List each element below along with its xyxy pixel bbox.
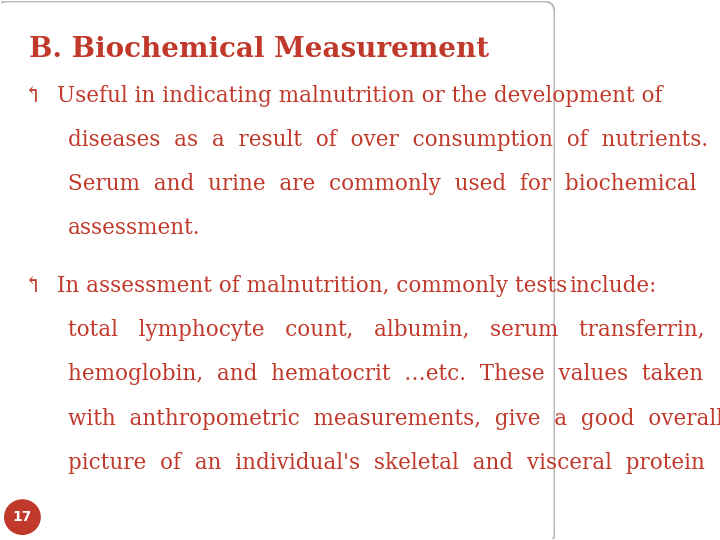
Circle shape bbox=[5, 500, 40, 534]
Text: assessment.: assessment. bbox=[68, 218, 200, 239]
Text: Serum  and  urine  are  commonly  used  for  biochemical: Serum and urine are commonly used for bi… bbox=[68, 173, 696, 195]
Text: diseases  as  a  result  of  over  consumption  of  nutrients.: diseases as a result of over consumption… bbox=[68, 129, 708, 151]
Text: 17: 17 bbox=[13, 510, 32, 524]
Text: In assessment of malnutrition, commonly tests: In assessment of malnutrition, commonly … bbox=[57, 275, 574, 298]
Text: total   lymphocyte   count,   albumin,   serum   transferrin,: total lymphocyte count, albumin, serum t… bbox=[68, 320, 704, 341]
Text: Useful in indicating malnutrition or the development of: Useful in indicating malnutrition or the… bbox=[57, 85, 662, 107]
Text: include:: include: bbox=[570, 275, 657, 298]
Text: hemoglobin,  and  hematocrit  …etc.  These  values  taken: hemoglobin, and hematocrit …etc. These v… bbox=[68, 363, 703, 386]
FancyBboxPatch shape bbox=[0, 2, 554, 540]
Text: picture  of  an  individual's  skeletal  and  visceral  protein: picture of an individual's skeletal and … bbox=[68, 451, 705, 474]
Text: In assessment of malnutrition, commonly tests: In assessment of malnutrition, commonly … bbox=[57, 275, 574, 298]
Text: with  anthropometric  measurements,  give  a  good  overall: with anthropometric measurements, give a… bbox=[68, 408, 720, 429]
Text: ↰: ↰ bbox=[24, 85, 42, 107]
Text: B. Biochemical Measurement: B. Biochemical Measurement bbox=[29, 36, 489, 63]
Text: ↰: ↰ bbox=[24, 275, 42, 298]
